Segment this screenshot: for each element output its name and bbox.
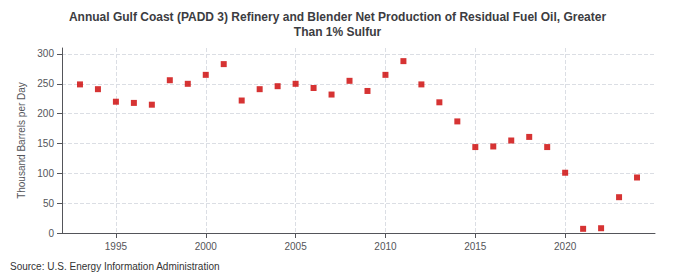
svg-text:200: 200 bbox=[37, 108, 54, 119]
svg-text:250: 250 bbox=[37, 78, 54, 89]
svg-text:2010: 2010 bbox=[374, 241, 397, 252]
svg-text:Annual Gulf Coast (PADD 3) Ref: Annual Gulf Coast (PADD 3) Refinery and … bbox=[69, 10, 607, 24]
svg-text:2015: 2015 bbox=[464, 241, 487, 252]
svg-text:Thousand Barrels per Day: Thousand Barrels per Day bbox=[16, 82, 27, 199]
svg-text:1995: 1995 bbox=[105, 241, 128, 252]
svg-text:150: 150 bbox=[37, 138, 54, 149]
svg-text:Source: U.S. Energy Informatio: Source: U.S. Energy Information Administ… bbox=[10, 261, 220, 272]
svg-text:300: 300 bbox=[37, 48, 54, 59]
svg-text:50: 50 bbox=[43, 198, 55, 209]
svg-text:Than 1% Sulfur: Than 1% Sulfur bbox=[294, 25, 382, 39]
svg-text:0: 0 bbox=[48, 228, 54, 239]
svg-text:2005: 2005 bbox=[284, 241, 307, 252]
svg-text:2000: 2000 bbox=[195, 241, 218, 252]
svg-text:2020: 2020 bbox=[554, 241, 577, 252]
svg-text:100: 100 bbox=[37, 168, 54, 179]
